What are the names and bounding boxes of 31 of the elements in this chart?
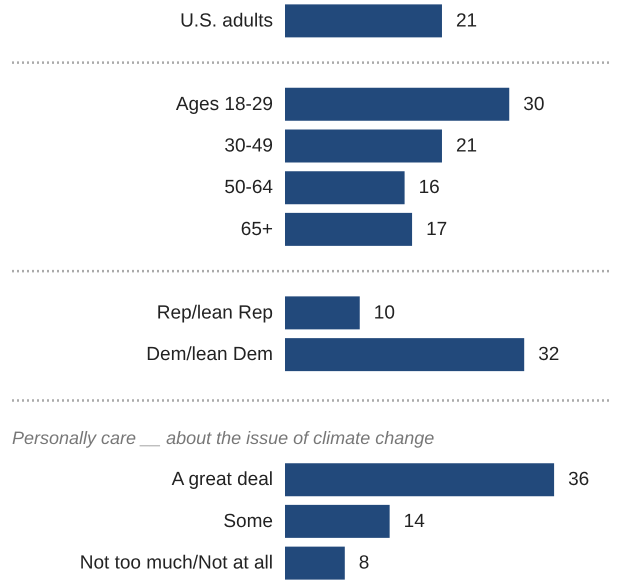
data-label: 21: [456, 136, 478, 156]
bar: [285, 338, 524, 372]
y-tick-label: Some: [223, 510, 273, 532]
data-label: 16: [418, 177, 440, 198]
data-label: 17: [426, 218, 448, 240]
bar: [285, 130, 442, 162]
y-tick-label: Ages 18-29: [176, 94, 273, 115]
y-tick-label: U.S. adults: [180, 10, 273, 32]
y-tick-label: 30-49: [224, 136, 273, 156]
bar: [285, 4, 442, 38]
data-label: 10: [374, 302, 395, 324]
data-label: 14: [404, 510, 426, 532]
bar: [285, 88, 510, 121]
y-tick-label: 50-64: [224, 177, 274, 198]
data-label: 8: [358, 552, 370, 574]
y-tick-label: Not too much/Not at all: [80, 552, 273, 574]
bar: [285, 212, 412, 246]
y-tick-label: 65+: [240, 218, 273, 240]
data-label: 36: [568, 469, 590, 490]
bar: [285, 546, 345, 580]
bar: [285, 296, 360, 330]
y-tick-label: Dem/lean Dem: [146, 344, 273, 366]
y-tick-label: A great deal: [172, 469, 273, 490]
data-label: 32: [538, 344, 560, 366]
bar: [285, 463, 554, 496]
annotation: Personally care __ about the issue of climate change: [12, 428, 434, 448]
data-label: 21: [456, 10, 478, 32]
y-tick-label: Rep/lean Rep: [156, 302, 273, 324]
bar: [285, 171, 405, 204]
bar: [285, 504, 390, 538]
data-label: 30: [523, 94, 544, 115]
